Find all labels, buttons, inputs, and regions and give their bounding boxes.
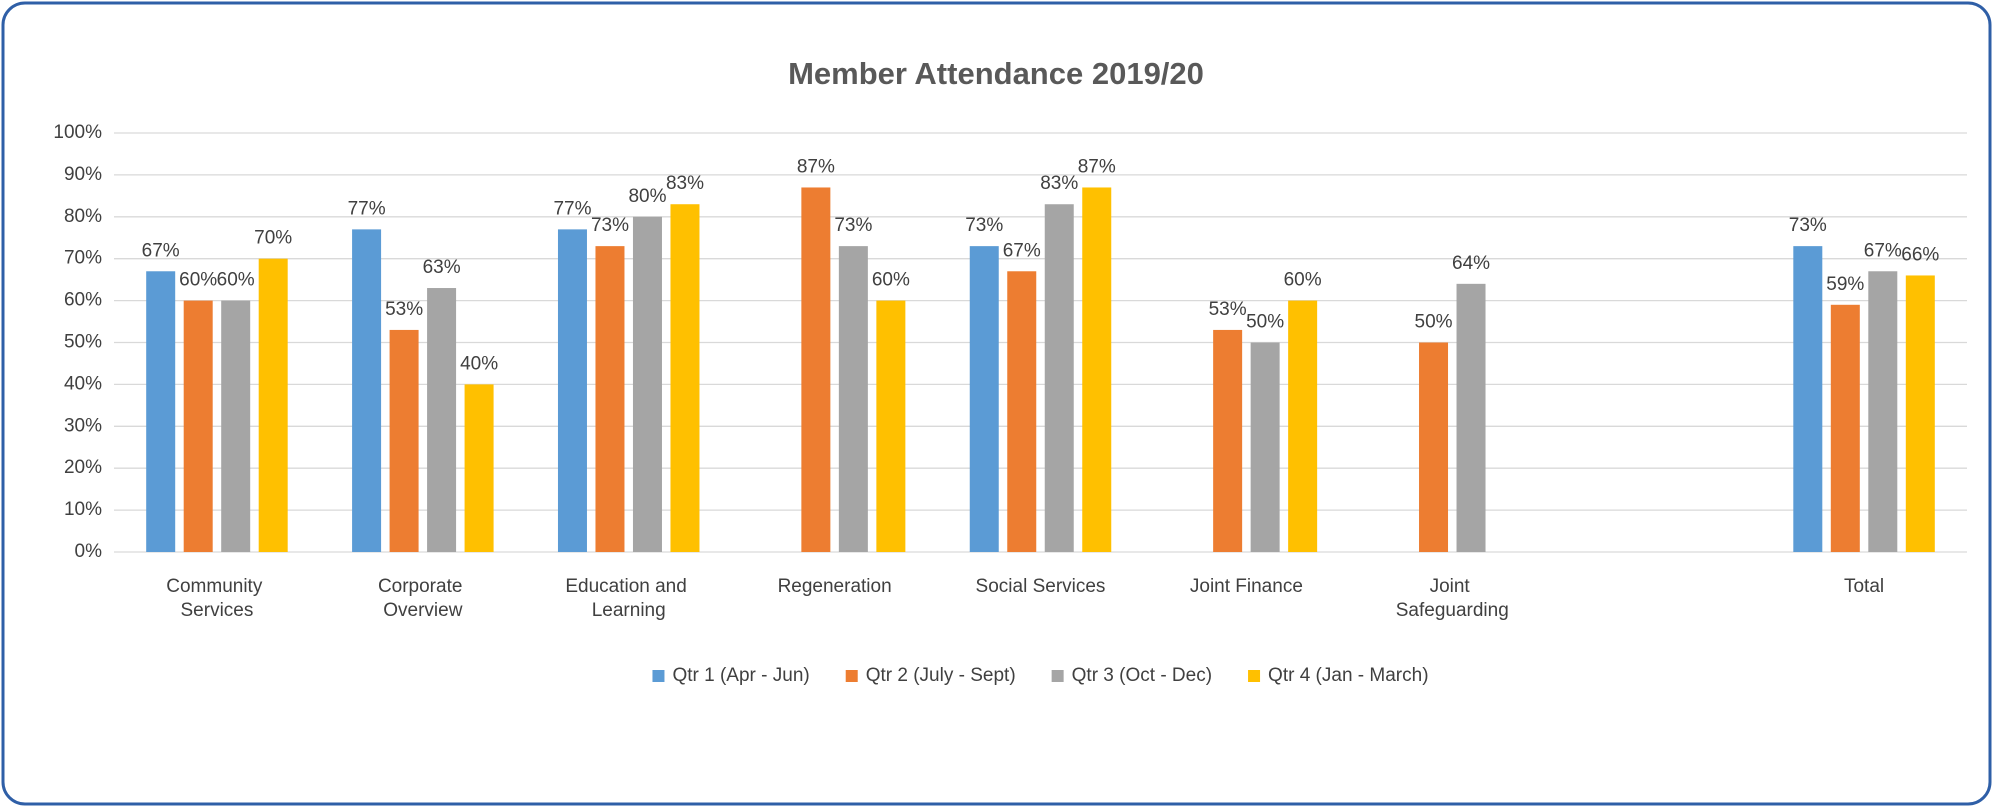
y-tick-label: 30% [64, 415, 102, 436]
legend-label: Qtr 4 (Jan - March) [1268, 665, 1428, 686]
data-label: 60% [872, 270, 910, 291]
data-label: 53% [1209, 299, 1247, 320]
y-tick-label: 50% [64, 332, 102, 353]
data-label: 80% [628, 186, 666, 207]
x-tick-label-line: Corporate [378, 576, 468, 597]
data-label: 67% [1864, 240, 1902, 261]
bar [1082, 187, 1112, 552]
x-tick-label: Joint Finance [1190, 576, 1303, 597]
bar [801, 187, 831, 552]
bar [595, 246, 625, 552]
bar [1456, 283, 1486, 552]
x-tick-label: Total [1844, 576, 1884, 597]
x-tick-label: Community Services [166, 576, 267, 621]
x-tick-label-line: Services [181, 600, 254, 621]
x-tick-label: Social Services [976, 576, 1106, 597]
bar [221, 300, 251, 552]
bar [1868, 271, 1898, 552]
y-tick-label: 60% [64, 290, 102, 311]
data-label: 40% [460, 353, 498, 374]
bar [670, 204, 700, 553]
data-label: 83% [666, 173, 704, 194]
bar [838, 246, 868, 552]
bar [1830, 304, 1860, 552]
bar [427, 288, 457, 552]
data-label: 63% [423, 257, 461, 278]
data-label: 87% [1078, 156, 1116, 177]
data-label: 64% [1452, 253, 1490, 274]
x-tick-label-line: Education and [565, 576, 692, 597]
bar [146, 271, 176, 552]
bar [1250, 342, 1280, 552]
data-label: 59% [1826, 274, 1864, 295]
bar [1905, 275, 1935, 552]
legend-item: Qtr 1 (Apr - Jun) [652, 665, 810, 686]
data-label: 66% [1901, 244, 1939, 265]
y-tick-label: 0% [75, 541, 103, 562]
data-label: 67% [1003, 240, 1041, 261]
legend-swatch [1051, 670, 1064, 682]
x-tick-label-line: Joint [1430, 576, 1475, 597]
bar [969, 246, 999, 552]
data-label: 60% [179, 270, 217, 291]
legend-label: Qtr 2 (July - Sept) [866, 665, 1016, 686]
y-tick-label: 10% [64, 499, 102, 520]
bar [258, 258, 288, 552]
data-label: 53% [385, 299, 423, 320]
bar [1793, 246, 1823, 552]
legend-swatch [652, 670, 665, 682]
bar [1213, 329, 1243, 552]
legend-label: Qtr 1 (Apr - Jun) [672, 665, 809, 686]
y-tick-label: 20% [64, 457, 102, 478]
legend-swatch [1248, 670, 1261, 682]
bar [876, 300, 906, 552]
legend-item: Qtr 2 (July - Sept) [845, 665, 1016, 686]
bar [632, 216, 662, 553]
data-label: 60% [1284, 270, 1322, 291]
data-label: 50% [1415, 312, 1453, 333]
bar [352, 229, 382, 552]
legend-label: Qtr 3 (Oct - Dec) [1072, 665, 1212, 686]
x-tick-label: Joint Safeguarding [1396, 576, 1509, 621]
data-label: 73% [1789, 215, 1827, 236]
data-label: 50% [1246, 312, 1284, 333]
bar [1007, 271, 1037, 552]
data-label: 83% [1040, 173, 1078, 194]
chart-title: Member Attendance 2019/20 [788, 56, 1204, 91]
legend-item: Qtr 3 (Oct - Dec) [1051, 665, 1212, 686]
legend-swatch [845, 670, 858, 682]
data-label: 60% [217, 270, 255, 291]
x-tick-label: Regeneration [778, 576, 892, 597]
data-label: 73% [834, 215, 872, 236]
bar [557, 229, 587, 552]
data-label: 67% [142, 240, 180, 261]
data-label: 87% [797, 156, 835, 177]
bar [183, 300, 213, 552]
data-label: 70% [254, 228, 292, 249]
y-tick-label: 40% [64, 373, 102, 394]
data-label: 77% [553, 198, 591, 219]
bar [464, 384, 494, 552]
x-tick-label: Corporate Overview [378, 576, 468, 621]
bar [1288, 300, 1318, 552]
y-tick-label: 90% [64, 164, 102, 185]
x-tick-label: Education and Learning [565, 576, 692, 621]
x-tick-label-line: Learning [592, 600, 666, 621]
x-tick-label-line: Overview [383, 600, 462, 621]
bar [1044, 204, 1074, 553]
y-tick-label: 100% [53, 122, 102, 143]
data-label: 73% [965, 215, 1003, 236]
legend-item: Qtr 4 (Jan - March) [1248, 665, 1429, 686]
data-label: 77% [348, 198, 386, 219]
x-tick-label-line: Safeguarding [1396, 600, 1509, 621]
bar [1419, 342, 1449, 552]
x-tick-label-line: Community [166, 576, 267, 597]
y-tick-label: 70% [64, 248, 102, 269]
data-label: 73% [591, 215, 629, 236]
bar [389, 329, 419, 552]
y-tick-label: 80% [64, 206, 102, 227]
